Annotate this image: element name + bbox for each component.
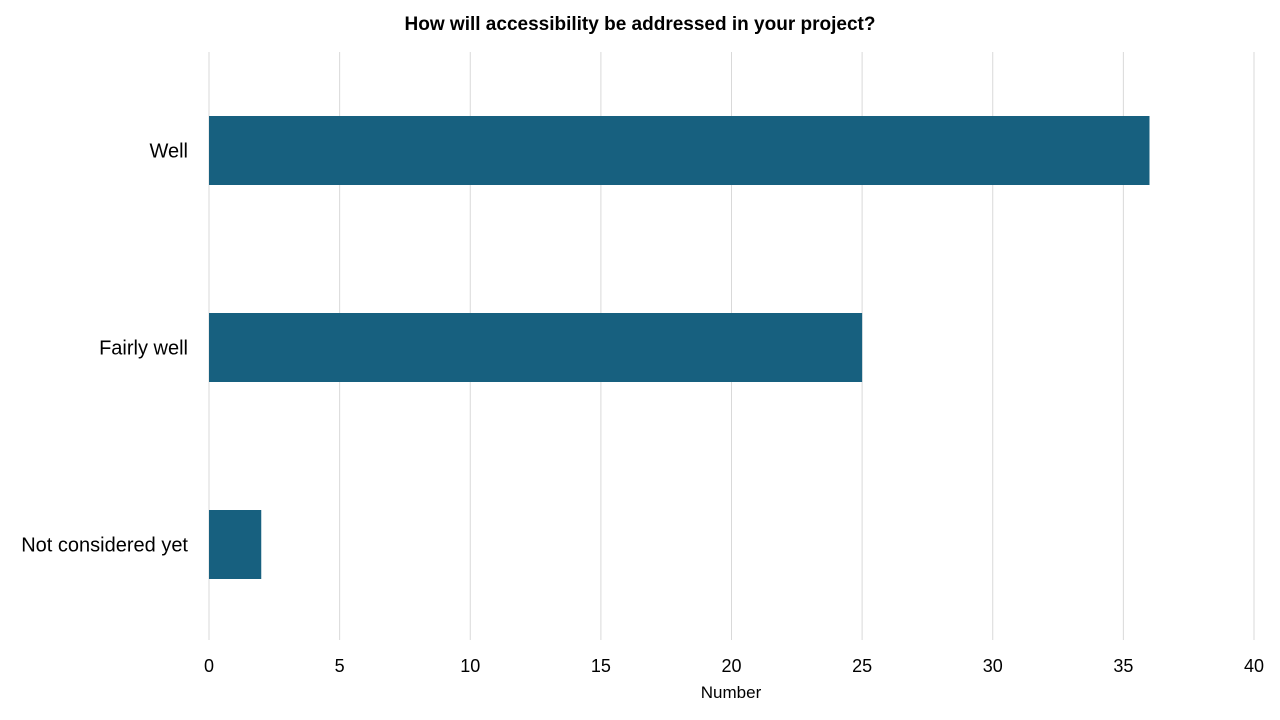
x-tick-label: 0 bbox=[204, 656, 214, 676]
x-tick-label: 30 bbox=[983, 656, 1003, 676]
x-tick-label: 25 bbox=[852, 656, 872, 676]
bar-not-considered-yet bbox=[209, 510, 262, 579]
category-label: Well bbox=[149, 141, 188, 163]
x-tick-label: 10 bbox=[460, 656, 480, 676]
x-tick-label: 40 bbox=[1244, 656, 1264, 676]
bars bbox=[209, 116, 1150, 579]
category-labels: Well Fairly well Not considered yet bbox=[21, 141, 188, 557]
category-label: Not considered yet bbox=[21, 535, 188, 557]
x-tick-label: 20 bbox=[721, 656, 741, 676]
bar-well bbox=[209, 116, 1150, 185]
x-axis-ticks: 0 5 10 15 20 25 30 35 40 bbox=[204, 656, 1264, 676]
chart-title: How will accessibility be addressed in y… bbox=[405, 14, 876, 35]
category-label: Fairly well bbox=[99, 338, 188, 360]
bar-fairly-well bbox=[209, 313, 863, 382]
x-tick-label: 5 bbox=[335, 656, 345, 676]
x-axis-label: Number bbox=[701, 683, 762, 702]
x-tick-label: 35 bbox=[1113, 656, 1133, 676]
x-tick-label: 15 bbox=[591, 656, 611, 676]
